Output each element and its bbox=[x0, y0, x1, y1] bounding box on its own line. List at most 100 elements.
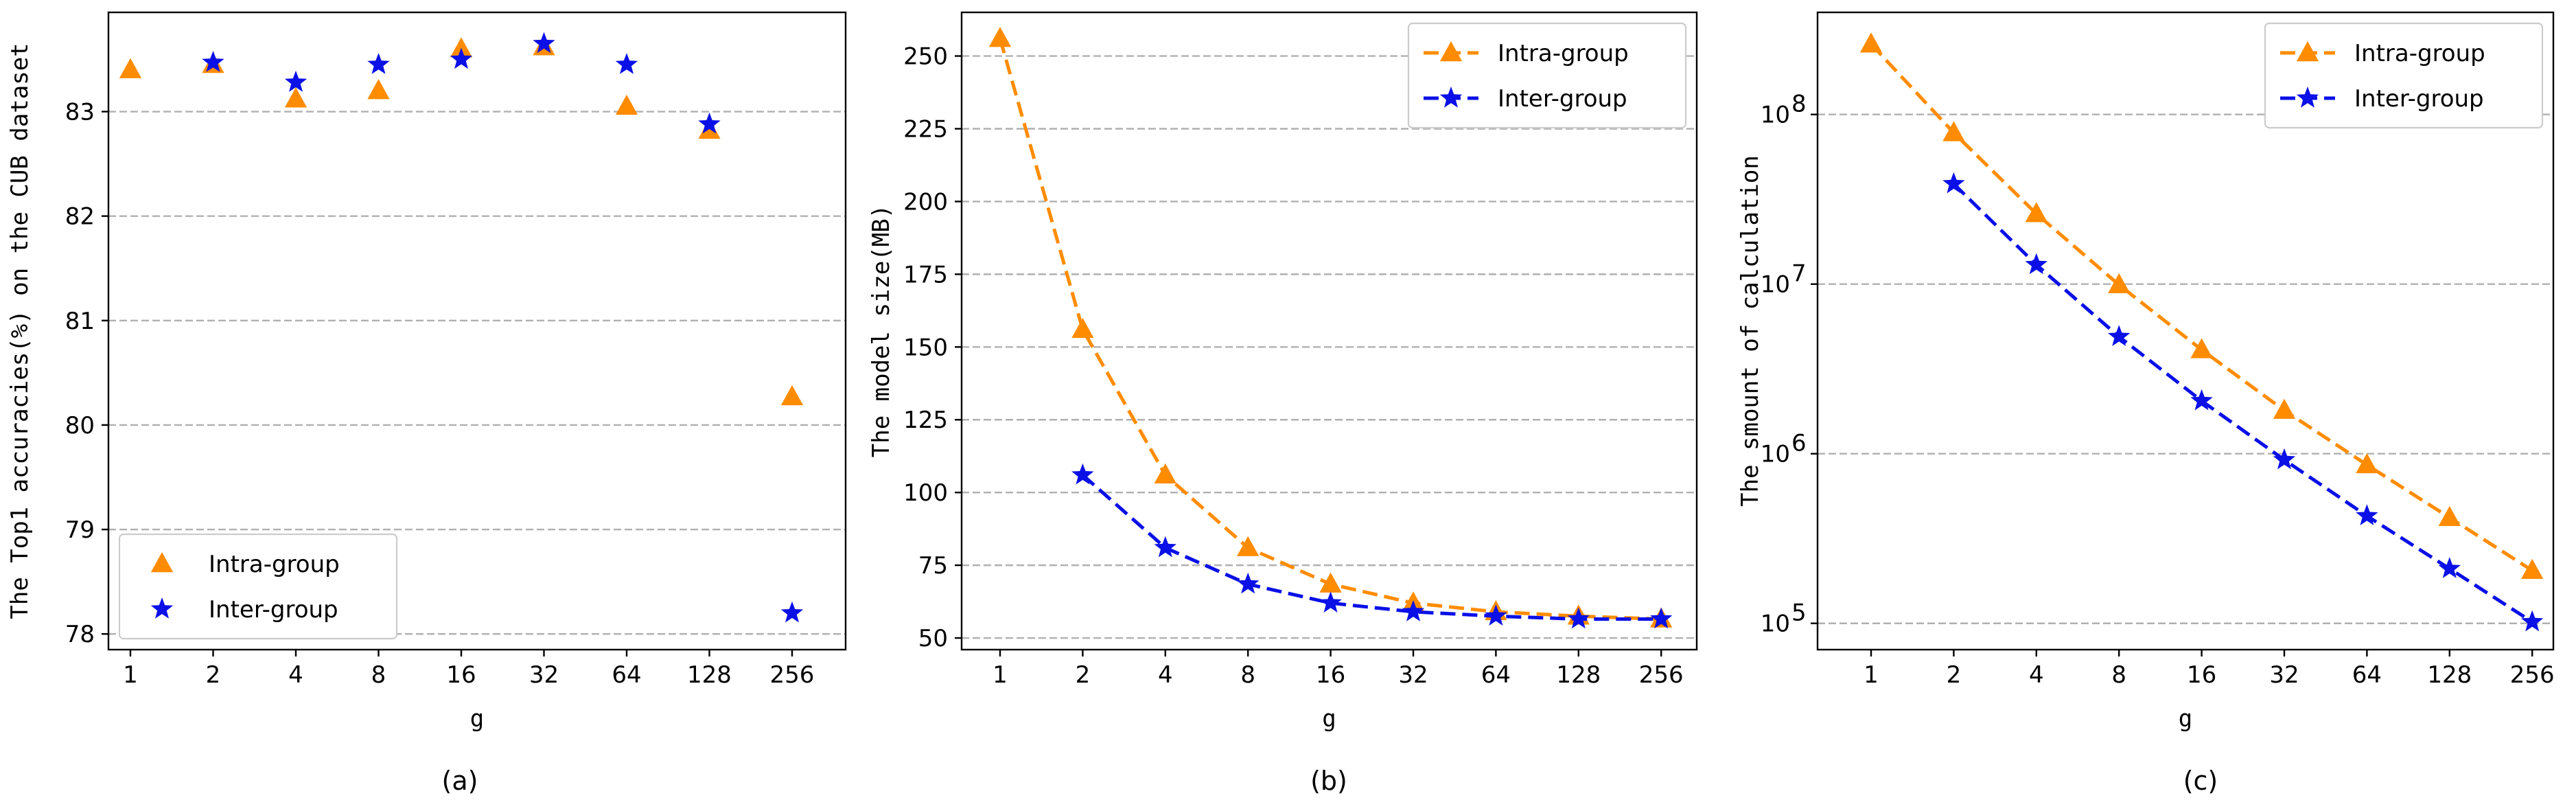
panel-caption: (b) bbox=[1310, 766, 1347, 796]
y-axis-label: The model size(MB) bbox=[868, 205, 895, 457]
data-point-intra-group bbox=[1859, 32, 1883, 53]
data-point-inter-group bbox=[2521, 610, 2544, 632]
panel-caption: (c) bbox=[2183, 766, 2218, 796]
y-tick-label: 75 bbox=[918, 552, 948, 580]
x-tick-label: 1 bbox=[1864, 661, 1879, 689]
data-point-intra-group bbox=[2356, 453, 2378, 474]
data-point-intra-group bbox=[1154, 463, 1176, 483]
legend-frame bbox=[1407, 22, 1687, 129]
data-point-inter-group bbox=[780, 601, 804, 623]
data-point-intra-group bbox=[450, 37, 473, 58]
x-tick-label: 64 bbox=[2352, 661, 2382, 689]
x-tick-label: 32 bbox=[1398, 661, 1428, 689]
data-point-intra-group bbox=[2438, 505, 2461, 527]
y-axis-label: The Top1 accuracies(%) on the CUB datase… bbox=[6, 43, 34, 619]
x-tick-label: 1 bbox=[993, 661, 1008, 689]
data-point-inter-group bbox=[615, 53, 638, 74]
chart-panel-b: 50 75 100 125 150 175 200 225 250 1 2 4 8 16 32 64 128 25… bbox=[868, 11, 1698, 796]
legend-label-inter-group: Inter-group bbox=[1498, 85, 1627, 113]
x-tick-label: 2 bbox=[1947, 661, 1962, 689]
x-tick-label: 16 bbox=[446, 661, 476, 689]
data-point-intra-group bbox=[284, 87, 308, 108]
x-tick-label: 4 bbox=[288, 661, 303, 689]
x-tick-label: 2 bbox=[206, 661, 221, 689]
y-tick-label: 83 bbox=[65, 99, 95, 126]
y-tick-label: 81 bbox=[65, 308, 95, 335]
x-tick-label: 8 bbox=[2111, 661, 2126, 689]
legend-marker-inter-group bbox=[2296, 87, 2319, 108]
series-line-inter-group bbox=[1952, 182, 2533, 624]
x-tick-label: 64 bbox=[1481, 661, 1511, 689]
data-point-inter-group bbox=[2108, 325, 2131, 346]
y-tick-label: 150 bbox=[903, 334, 948, 361]
data-point-intra-group bbox=[2025, 202, 2047, 222]
x-tick-label: 128 bbox=[2427, 661, 2472, 689]
data-point-intra-group bbox=[1071, 317, 1094, 339]
x-tick-label: 16 bbox=[1316, 661, 1345, 689]
plot-frame bbox=[960, 11, 1698, 651]
legend-label-intra-group: Intra-group bbox=[2354, 40, 2485, 67]
legend-label-inter-group: Inter-group bbox=[2354, 85, 2484, 113]
legend-label-intra-group: Intra-group bbox=[209, 551, 340, 578]
data-point-intra-group bbox=[988, 27, 1012, 47]
y-tick-label: 80 bbox=[65, 412, 95, 439]
legend-marker-intra-group bbox=[2296, 41, 2319, 62]
y-tick-exponent: 7 bbox=[1791, 260, 1807, 288]
data-point-inter-group bbox=[202, 51, 224, 72]
x-tick-label: 1 bbox=[123, 661, 138, 689]
y-tick-label: 125 bbox=[903, 407, 948, 434]
data-point-inter-group bbox=[2273, 448, 2296, 470]
y-tick-label: 200 bbox=[903, 188, 948, 216]
data-point-inter-group bbox=[698, 112, 721, 134]
plot-frame bbox=[107, 11, 847, 651]
y-axis-label: The smount of calculation bbox=[1737, 155, 1764, 507]
x-tick-label: 16 bbox=[2187, 661, 2216, 689]
plot-frame bbox=[1816, 11, 2555, 651]
x-tick-label: 2 bbox=[1076, 661, 1091, 689]
data-point-intra-group bbox=[615, 94, 638, 115]
y-tick-label: 175 bbox=[903, 261, 948, 288]
data-point-inter-group bbox=[1319, 591, 1342, 613]
y-tick-label: 79 bbox=[65, 516, 95, 544]
x-tick-label: 64 bbox=[612, 661, 641, 689]
legend: Intra-group Inter-group bbox=[1407, 22, 1687, 129]
series-line-inter-group bbox=[1081, 473, 1662, 621]
x-axis-label: g bbox=[2179, 705, 2192, 733]
data-point-inter-group bbox=[2190, 389, 2213, 411]
x-tick-label: 32 bbox=[2269, 661, 2299, 689]
data-point-inter-group bbox=[367, 53, 390, 74]
data-point-inter-group bbox=[2025, 253, 2047, 275]
data-point-inter-group bbox=[1402, 599, 1425, 621]
data-point-intra-group bbox=[2108, 273, 2131, 294]
data-point-intra-group bbox=[1942, 121, 1965, 141]
y-tick-exponent: 6 bbox=[1791, 430, 1807, 457]
data-point-intra-group bbox=[119, 58, 142, 78]
legend: Intra-group Inter-group bbox=[2264, 22, 2544, 129]
data-point-intra-group bbox=[2521, 558, 2544, 579]
data-point-inter-group bbox=[2438, 557, 2461, 578]
x-tick-label: 8 bbox=[371, 661, 386, 689]
x-tick-label: 32 bbox=[529, 661, 559, 689]
data-point-inter-group bbox=[450, 47, 473, 69]
data-point-intra-group bbox=[2190, 338, 2213, 358]
y-tick-label: 10 bbox=[1761, 102, 1790, 129]
y-tick-label: 50 bbox=[918, 625, 948, 652]
y-tick-exponent: 5 bbox=[1791, 599, 1807, 627]
y-tick-label: 82 bbox=[65, 203, 95, 231]
data-point-inter-group bbox=[533, 32, 555, 54]
y-tick-exponent: 8 bbox=[1791, 91, 1807, 118]
legend-marker-intra-group bbox=[1439, 41, 1463, 62]
x-tick-label: 8 bbox=[1240, 661, 1255, 689]
data-point-intra-group bbox=[780, 385, 804, 406]
data-point-inter-group bbox=[2356, 504, 2378, 525]
y-tick-label: 225 bbox=[903, 115, 948, 143]
x-tick-label: 4 bbox=[1158, 661, 1173, 689]
y-tick-label: 10 bbox=[1761, 271, 1790, 299]
x-tick-label: 256 bbox=[2510, 661, 2555, 689]
y-tick-label: 250 bbox=[903, 43, 948, 71]
x-axis-label: g bbox=[1322, 705, 1336, 733]
y-tick-label: 100 bbox=[903, 479, 948, 507]
legend: Intra-group Inter-group bbox=[118, 533, 398, 640]
data-point-inter-group bbox=[1942, 172, 1965, 194]
legend-marker-inter-group bbox=[150, 597, 174, 619]
